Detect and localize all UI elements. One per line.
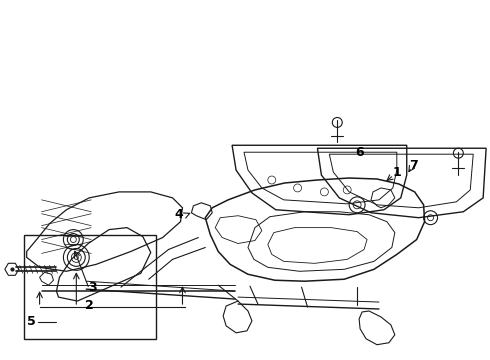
Text: 7: 7 [409,159,418,172]
Text: 3: 3 [88,281,97,294]
Text: 6: 6 [355,146,364,159]
Bar [24,235,156,339]
Text: 4: 4 [175,208,183,221]
Text: 2: 2 [85,298,94,311]
Text: 5: 5 [27,315,36,328]
Text: 1: 1 [392,166,401,179]
